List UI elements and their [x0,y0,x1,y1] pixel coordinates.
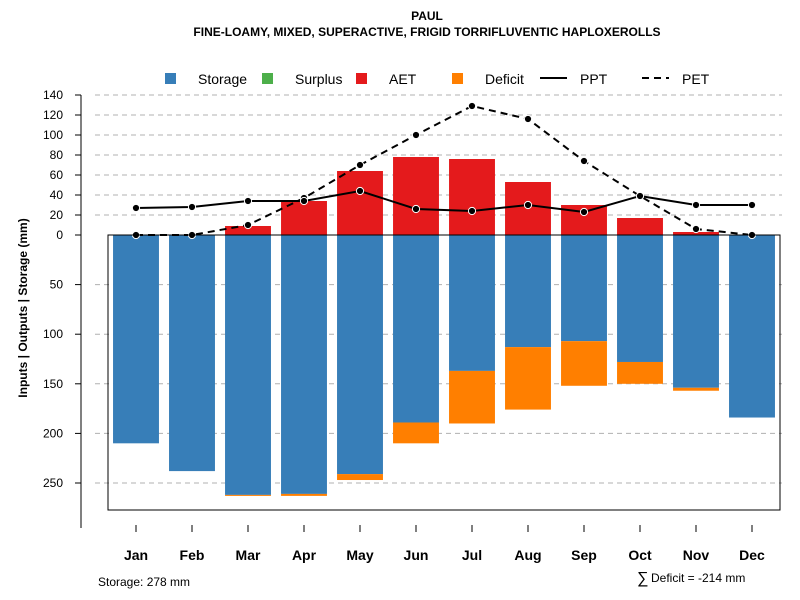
legend-swatch-deficit [452,73,463,84]
x-tick-label: Apr [292,547,317,563]
legend-label-aet: AET [389,71,417,87]
footer-deficit: Deficit = -214 mm [651,571,745,585]
aet-bar [449,159,495,235]
aet-bar [281,201,327,235]
y-tick-label: 0 [56,228,63,242]
pet-point [691,224,701,234]
storage-bar [449,235,495,371]
ppt-point [635,191,645,201]
storage-bar [729,235,775,418]
y-tick-label: 80 [50,148,64,162]
y-tick-label: 250 [43,476,63,490]
chart-title: PAUL [411,9,443,23]
legend-label-surplus: Surplus [295,71,342,87]
y-tick-label: 60 [50,168,64,182]
ppt-point [243,196,253,206]
storage-bar [617,235,663,362]
legend-swatch-aet [356,73,367,84]
y-tick-label: 200 [43,426,63,440]
chart-subtitle: FINE-LOAMY, MIXED, SUPERACTIVE, FRIGID T… [193,25,660,39]
storage-bar [505,235,551,348]
deficit-bar [617,361,663,384]
storage-bar [113,235,159,444]
y-tick-label: 100 [43,128,63,142]
x-tick-label: Jun [404,547,429,563]
x-tick-label: Sep [571,547,597,563]
ppt-point [355,186,365,196]
deficit-bar [673,387,719,391]
y-tick-label: 20 [50,208,64,222]
deficit-bar [393,422,439,444]
legend-label-storage: Storage [198,71,247,87]
storage-bar [169,235,215,472]
pet-point [411,130,421,140]
deficit-bar [505,347,551,410]
sum-symbol: ∑ [637,570,648,587]
pet-point [243,220,253,230]
y-tick-label: 120 [43,108,63,122]
legend-label-pet: PET [682,71,710,87]
deficit-bar [337,474,383,481]
ppt-point [579,207,589,217]
pet-point [523,114,533,124]
pet-line [136,104,753,236]
x-tick-label: Feb [180,547,205,563]
x-tick-label: Jul [462,547,482,563]
deficit-bar [561,341,607,386]
x-tick-label: Nov [683,547,710,563]
ppt-point [187,202,197,212]
ppt-point [523,200,533,210]
legend-swatch-surplus [262,73,273,84]
pet-point [579,156,589,166]
storage-bar [561,235,607,342]
aet-bar [617,218,663,235]
pet-point [355,160,365,170]
deficit-bar [449,370,495,424]
legend-label-deficit: Deficit [485,71,524,87]
y-tick-label: 40 [50,188,64,202]
aet-bar [337,171,383,235]
y-axis-label: Inputs | Outputs | Storage (mm) [16,218,30,397]
ppt-line [135,189,752,214]
storage-bar [337,235,383,475]
x-tick-label: Mar [236,547,261,563]
lines [131,101,757,240]
deficit-bar [281,493,327,496]
legend: Storage Surplus AET Deficit PPT PET [165,71,710,87]
ppt-point [747,200,757,210]
x-tick-label: Oct [628,547,652,563]
x-tick-label: Aug [514,547,541,563]
ppt-point [691,200,701,210]
footer-storage: Storage: 278 mm [98,575,190,589]
legend-label-ppt: PPT [580,71,608,87]
x-tick-label: Dec [739,547,765,563]
y-tick-label: 150 [43,377,63,391]
bars [113,157,775,496]
y-tick-label: 140 [43,88,63,102]
legend-swatch-storage [165,73,176,84]
aet-bar [393,157,439,235]
storage-bar [673,235,719,388]
deficit-bar [225,494,271,496]
x-tick-label: Jan [124,547,148,563]
y-tick-label: 50 [50,278,64,292]
y-tick-label: 100 [43,327,63,341]
pet-point [467,101,477,111]
aet-bar [225,226,271,235]
x-tick-label: May [346,547,373,563]
aet-bar [673,232,719,235]
storage-bar [281,235,327,494]
storage-bar [393,235,439,423]
ppt-point [131,203,141,213]
storage-bar [225,235,271,495]
ppt-point [467,206,477,216]
ppt-point [299,196,309,206]
ppt-point [411,204,421,214]
